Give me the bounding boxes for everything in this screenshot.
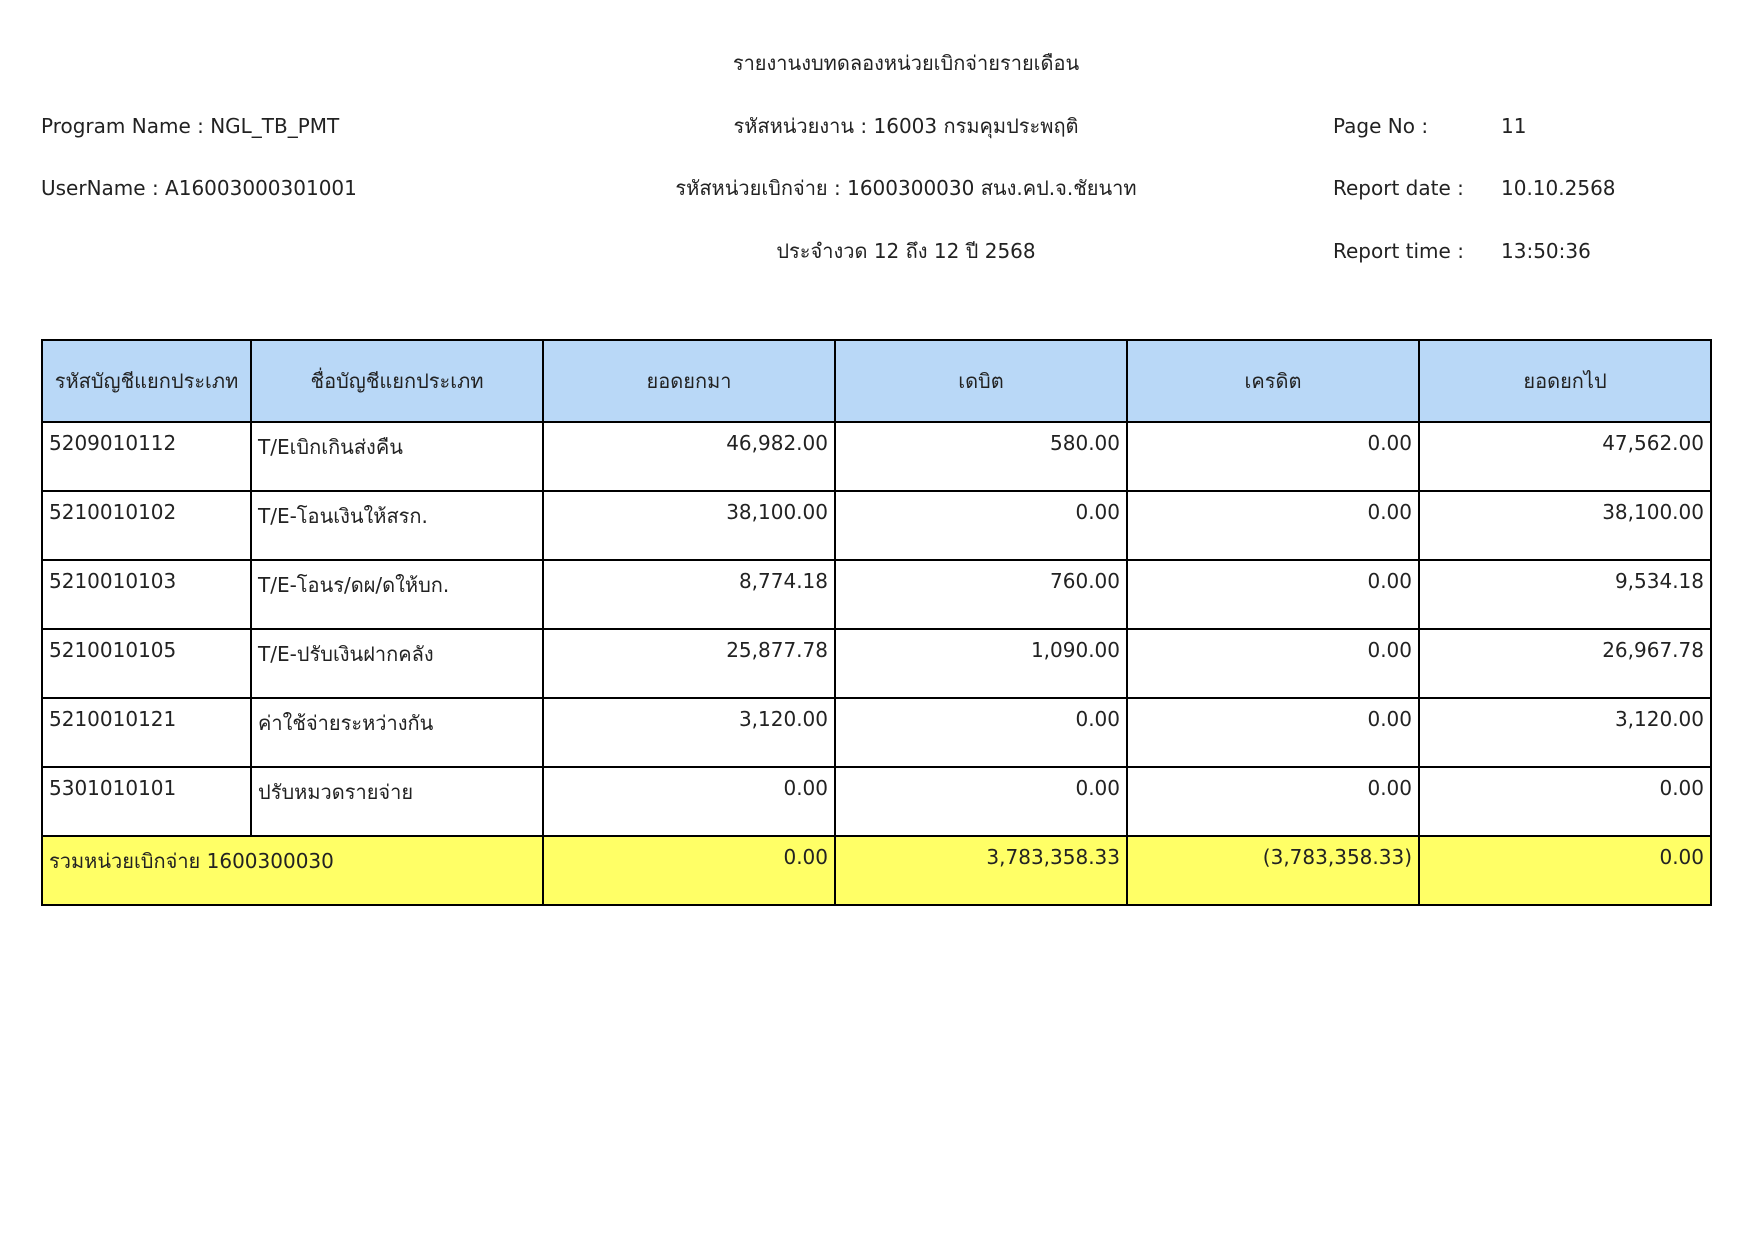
table-cell: 0.00 [1126,490,1420,561]
table-cell: 0.00 [834,490,1128,561]
table-cell: 0.00 [1126,628,1420,699]
table-cell: 8,774.18 [542,559,836,630]
table-cell: 5209010112 [41,421,252,492]
report-time-label: Report time : [1333,239,1464,263]
program-name: Program Name : NGL_TB_PMT [41,114,340,138]
table-cell: T/Eเบิกเกินส่งคืน [250,421,544,492]
username: UserName : A16003000301001 [41,176,357,200]
table-cell: 26,967.78 [1418,628,1712,699]
table-cell: 760.00 [834,559,1128,630]
table-row: 5209010112 T/Eเบิกเกินส่งคืน 46,982.00 580.… [41,421,1712,492]
table-cell: 25,877.78 [542,628,836,699]
table-row: 5210010121 ค่าใช้จ่ายระหว่างกัน 3,120.00 0.… [41,697,1712,768]
table-cell: 9,534.18 [1418,559,1712,630]
table-cell: 0.00 [834,697,1128,768]
table-cell: 47,562.00 [1418,421,1712,492]
table-row: 5210010105 T/E-ปรับเงินฝากคลัง 25,877.78 1,… [41,628,1712,699]
table-cell: 38,100.00 [1418,490,1712,561]
table-cell: 3,120.00 [542,697,836,768]
table-cell: 0.00 [542,766,836,837]
table-row: 5210010102 T/E-โอนเงินให้สรก. 38,100.00 0.0… [41,490,1712,561]
agency: รหัสหน่วยงาน : 16003 กรมคุมประพฤติ [733,114,1079,138]
report-date-label: Report date : [1333,176,1464,200]
report-title: รายงานงบทดลองหน่วยเบิกจ่ายรายเดือน [732,51,1080,75]
page-no-label: Page No : [1333,114,1429,138]
table-cell: 1,090.00 [834,628,1128,699]
table-cell: 5210010121 [41,697,252,768]
column-header: ชื่อบัญชีแยกประเภท [250,339,544,423]
table-cell: 5210010105 [41,628,252,699]
disbursement-unit: รหัสหน่วยเบิกจ่าย : 1600300030 สนง.คป.จ.… [675,176,1137,200]
table-cell: T/E-โอนร/ดผ/ดให้บก. [250,559,544,630]
table-cell: T/E-โอนเงินให้สรก. [250,490,544,561]
report-date: 10.10.2568 [1501,176,1616,200]
column-header: ยอดยกมา [542,339,836,423]
report-time: 13:50:36 [1501,239,1591,263]
column-header: ยอดยกไป [1418,339,1712,423]
table-row: 5210010103 T/E-โอนร/ดผ/ดให้บก. 8,774.18 760… [41,559,1712,630]
total-cell: 3,783,358.33 [834,835,1128,906]
table-cell: ค่าใช้จ่ายระหว่างกัน [250,697,544,768]
table-cell: 5301010101 [41,766,252,837]
total-label: รวมหน่วยเบิกจ่าย 1600300030 [41,835,544,906]
table-cell: 0.00 [1126,766,1420,837]
total-cell: 0.00 [542,835,836,906]
column-header: เดบิต [834,339,1128,423]
table-cell: 46,982.00 [542,421,836,492]
table-cell: 38,100.00 [542,490,836,561]
total-cell: 0.00 [1418,835,1712,906]
table-cell: 0.00 [1126,697,1420,768]
table-cell: 5210010103 [41,559,252,630]
table-cell: 0.00 [1126,559,1420,630]
trial-balance-table: รหัสบัญชีแยกประเภท ชื่อบัญชีแยกประเภท ยอดย… [41,339,1712,906]
column-header: เครดิต [1126,339,1420,423]
table-row: 5301010101 ปรับหมวดรายจ่าย 0.00 0.00 0.00 0.0… [41,766,1712,837]
column-header: รหัสบัญชีแยกประเภท [41,339,252,423]
table-cell: T/E-ปรับเงินฝากคลัง [250,628,544,699]
table-cell: 580.00 [834,421,1128,492]
table-cell: 0.00 [1126,421,1420,492]
table-cell: 5210010102 [41,490,252,561]
table-cell: 3,120.00 [1418,697,1712,768]
period: ประจำงวด 12 ถึง 12 ปี 2568 [776,239,1036,263]
table-cell: 0.00 [1418,766,1712,837]
header-row: รหัสบัญชีแยกประเภท ชื่อบัญชีแยกประเภท ยอดย… [41,339,1712,423]
total-cell: (3,783,358.33) [1126,835,1420,906]
page-no: 11 [1501,114,1527,138]
total-row: รวมหน่วยเบิกจ่าย 1600300030 0.00 3,783,358… [41,835,1712,906]
table-cell: 0.00 [834,766,1128,837]
table-cell: ปรับหมวดรายจ่าย [250,766,544,837]
